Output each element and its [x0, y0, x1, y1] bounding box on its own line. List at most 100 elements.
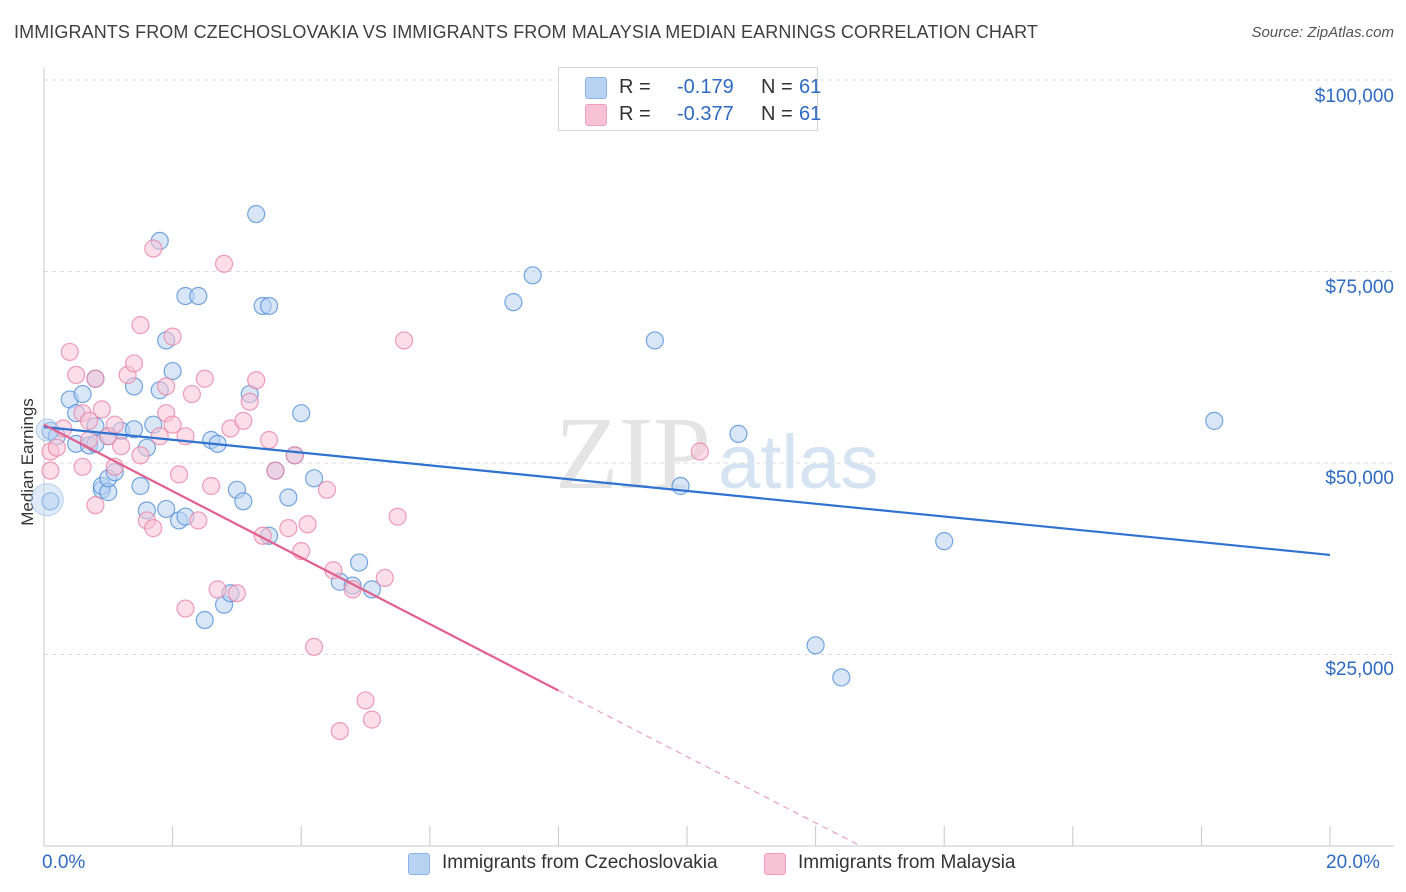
data-point: [298, 515, 317, 534]
trend-line-czechoslovakia: [43, 425, 1331, 557]
data-point: [195, 369, 214, 388]
data-point: [729, 424, 748, 443]
data-point: [292, 404, 311, 423]
data-point: [304, 637, 324, 656]
data-point: [163, 327, 182, 346]
data-point: [182, 384, 201, 404]
data-point: [504, 293, 523, 312]
data-point: [112, 437, 131, 456]
data-point: [73, 384, 92, 404]
data-point: [259, 296, 279, 316]
chart-title: IMMIGRANTS FROM CZECHOSLOVAKIA VS IMMIGR…: [14, 22, 1038, 42]
x-tick-min: 0.0%: [42, 852, 86, 873]
data-point: [41, 461, 60, 480]
data-point: [362, 710, 382, 729]
data-point: [375, 568, 394, 588]
data-point: [356, 691, 375, 710]
data-point: [279, 488, 298, 507]
stats-r-label: R =: [619, 103, 651, 125]
stats-n-value: 61: [799, 76, 822, 98]
data-point: [163, 361, 182, 381]
y-tick-100000: $100,000: [1314, 86, 1394, 107]
data-point: [832, 668, 851, 687]
data-point: [234, 411, 253, 430]
stats-swatch-czechoslovakia: [585, 77, 607, 99]
trend-line-malaysia: [43, 423, 559, 692]
legend-swatch-czechoslovakia: [408, 853, 430, 875]
x-tick-max: 20.0%: [1326, 852, 1380, 873]
stats-r-label: R =: [619, 76, 651, 98]
data-point: [86, 369, 105, 388]
series-malaysia: [41, 239, 709, 741]
data-point: [79, 411, 99, 430]
data-point-cluster: [35, 418, 59, 442]
data-point: [259, 430, 279, 450]
data-point: [247, 371, 266, 390]
y-tick-75000: $75,000: [1325, 277, 1394, 298]
data-point: [92, 400, 111, 419]
data-point: [349, 553, 369, 572]
data-point: [208, 580, 227, 599]
data-point: [131, 446, 150, 465]
data-point: [131, 476, 150, 496]
data-point: [394, 331, 414, 350]
data-point: [169, 465, 189, 484]
data-point-cluster: [30, 483, 64, 517]
data-point: [935, 532, 954, 551]
y-tick-50000: $50,000: [1325, 468, 1394, 489]
stats-swatch-malaysia: [585, 104, 607, 126]
data-point: [47, 438, 66, 457]
data-point: [41, 492, 60, 511]
data-point: [124, 420, 144, 439]
data-point: [163, 415, 182, 434]
data-point: [317, 480, 337, 499]
data-point: [195, 610, 214, 630]
y-tick-25000: $25,000: [1325, 659, 1394, 680]
stats-box: R = -0.179 N = 61 R = -0.377 N = 61: [558, 67, 822, 131]
data-point: [645, 331, 664, 350]
data-point: [285, 446, 304, 465]
data-point: [304, 469, 324, 488]
stats-n-label: N =: [761, 76, 793, 98]
data-point: [124, 354, 144, 373]
stats-n-label: N =: [761, 103, 793, 125]
data-point: [690, 442, 709, 461]
trend-lines: [43, 423, 1331, 847]
data-point: [60, 342, 79, 362]
data-point: [189, 286, 208, 306]
source-label: Source: ZipAtlas.com: [1251, 24, 1394, 41]
legend-label-malaysia: Immigrants from Malaysia: [798, 852, 1016, 873]
data-point: [523, 266, 542, 285]
data-point: [806, 636, 825, 655]
stats-r-value: -0.377: [677, 103, 734, 125]
data-point: [189, 511, 208, 530]
data-point: [144, 519, 163, 538]
data-point: [330, 721, 349, 741]
data-point: [157, 377, 176, 396]
data-point: [214, 254, 234, 273]
watermark-zip: ZIP: [555, 396, 711, 511]
stats-r-value: -0.179: [677, 76, 734, 98]
data-point: [388, 507, 407, 526]
trend-line-extension-malaysia: [558, 689, 861, 847]
data-point: [266, 461, 285, 480]
data-point: [1205, 411, 1224, 430]
data-point: [279, 519, 298, 538]
legend-swatch-malaysia: [764, 853, 786, 875]
grid-lines: [44, 79, 1394, 655]
data-point: [73, 457, 92, 476]
data-point: [105, 415, 124, 434]
data-point: [86, 496, 105, 515]
data-point: [247, 204, 266, 224]
data-point: [176, 599, 195, 618]
data-point: [144, 239, 163, 258]
data-point: [157, 499, 176, 519]
data-point: [240, 392, 259, 411]
data-point: [227, 584, 246, 603]
stats-n-value: 61: [799, 103, 822, 125]
data-point: [131, 316, 150, 335]
data-point: [150, 427, 169, 446]
legend-label-czechoslovakia: Immigrants from Czechoslovakia: [442, 852, 718, 873]
data-point: [234, 492, 253, 511]
